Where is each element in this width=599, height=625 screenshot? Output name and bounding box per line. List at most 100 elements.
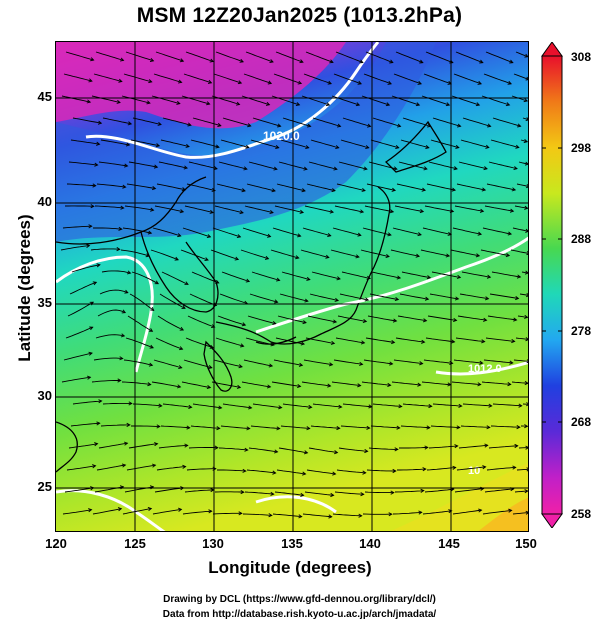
streamline-arrowhead <box>236 101 241 106</box>
streamline-arrowhead <box>216 426 221 431</box>
streamline <box>516 183 528 187</box>
streamline-arrowhead <box>426 275 432 280</box>
streamline-arrowhead <box>387 382 392 388</box>
streamline <box>422 227 452 235</box>
streamline-arrowhead <box>90 57 95 62</box>
streamline-arrowhead <box>306 426 311 431</box>
streamline <box>402 117 431 127</box>
streamline-arrowhead <box>213 166 218 171</box>
streamline-arrowhead <box>361 187 366 192</box>
streamline-arrowhead <box>88 508 93 513</box>
streamline-arrowhead <box>90 204 95 209</box>
streamline-arrowhead <box>121 463 127 468</box>
streamline <box>428 445 458 449</box>
streamline-arrowhead <box>355 254 360 259</box>
streamline <box>182 227 211 238</box>
streamline <box>302 513 332 518</box>
streamline <box>462 403 492 407</box>
streamline <box>151 381 181 388</box>
streamline-arrowhead <box>365 145 370 150</box>
streamline-arrowhead <box>509 360 514 365</box>
streamline <box>96 464 126 471</box>
streamline-arrowhead <box>424 296 430 301</box>
streamline-arrowhead <box>363 166 368 171</box>
streamline-arrowhead <box>86 243 91 248</box>
streamline <box>514 205 528 209</box>
streamline-arrowhead <box>417 382 422 387</box>
streamline-arrowhead <box>385 102 391 107</box>
streamline-arrowhead <box>391 340 396 345</box>
streamline-arrowhead <box>327 232 332 237</box>
temperature-map: 1020.0 1012.0 10 <box>55 41 529 532</box>
streamline <box>516 468 528 471</box>
streamline-arrowhead <box>147 230 153 235</box>
streamline <box>312 117 341 127</box>
streamline <box>102 117 132 125</box>
streamline-arrowhead <box>526 251 528 256</box>
isobar-southcentral <box>255 495 337 514</box>
streamline-arrowhead <box>297 233 302 238</box>
streamline <box>511 381 528 384</box>
streamline <box>306 183 336 192</box>
streamline <box>512 227 528 232</box>
streamline-arrowhead <box>388 512 393 517</box>
streamline <box>334 491 364 495</box>
streamline-arrowhead <box>206 101 211 106</box>
streamline <box>305 337 335 344</box>
streamline <box>483 359 513 364</box>
streamline-arrowhead <box>149 57 155 62</box>
streamline-arrowhead <box>330 492 335 498</box>
streamline <box>360 249 390 258</box>
streamline <box>423 73 452 85</box>
streamline <box>485 337 515 342</box>
streamline-arrowhead <box>236 234 242 239</box>
streamline <box>517 315 528 318</box>
streamline-arrowhead <box>475 253 481 258</box>
streamline <box>364 205 394 213</box>
streamline-arrowhead <box>486 274 492 279</box>
streamline <box>492 117 521 127</box>
streamline <box>217 469 246 472</box>
streamline-arrowhead <box>336 426 341 431</box>
streamline <box>423 359 453 364</box>
streamline <box>60 245 90 251</box>
streamline-arrowhead <box>417 232 422 237</box>
streamline <box>394 205 424 213</box>
streamline-arrowhead <box>182 464 187 469</box>
streamline-arrowhead <box>117 507 123 512</box>
streamline-arrowhead <box>479 208 485 213</box>
streamline-arrowhead <box>523 138 528 143</box>
streamline-arrowhead <box>338 404 343 409</box>
streamline-arrowhead <box>154 442 159 447</box>
streamline-arrowhead <box>209 58 215 63</box>
streamline <box>432 117 461 127</box>
streamline <box>218 447 248 451</box>
streamline <box>100 424 130 427</box>
streamline-arrowhead <box>477 231 483 236</box>
streamline-arrowhead <box>297 80 303 85</box>
streamline <box>90 248 120 251</box>
streamline-arrowhead <box>332 471 337 476</box>
streamline <box>364 491 394 494</box>
streamline-arrowhead <box>479 59 484 64</box>
streamline-arrowhead <box>422 467 427 472</box>
streamline <box>243 73 272 84</box>
streamline-arrowhead <box>334 297 340 302</box>
streamline-arrowhead <box>151 186 157 191</box>
streamline <box>486 466 516 471</box>
streamline-arrowhead <box>276 277 281 282</box>
streamline <box>392 511 422 515</box>
streamline <box>185 51 214 62</box>
streamline <box>338 447 368 452</box>
streamline <box>272 513 302 518</box>
streamline-arrowhead <box>358 513 363 518</box>
streamline <box>220 425 250 430</box>
y-tick-label: 40 <box>37 194 52 209</box>
streamline-arrowhead <box>524 489 528 494</box>
streamline-arrowhead <box>276 426 281 431</box>
streamline <box>337 315 367 322</box>
streamline-arrowhead <box>428 404 433 409</box>
streamline-arrowhead <box>298 362 304 367</box>
streamline-arrowhead <box>445 102 451 107</box>
streamline <box>99 289 128 295</box>
